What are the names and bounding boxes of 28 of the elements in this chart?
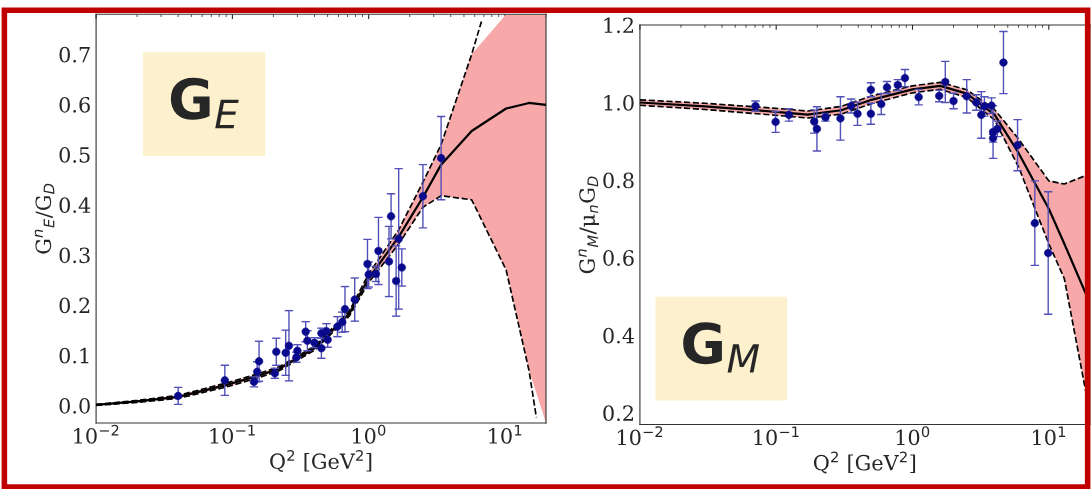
y-tick-label: 1.0 bbox=[604, 94, 634, 111]
x-tick-label: 10$^{1}$ bbox=[1033, 426, 1066, 446]
x-tick-label: 10$^{−2}$ bbox=[617, 426, 663, 446]
y-tick-label: 0.6 bbox=[59, 96, 90, 113]
x-axis-title: Q$^{2}$ [GeV$^{2}$] bbox=[270, 450, 372, 473]
x-tick-label: 10$^{−2}$ bbox=[74, 424, 119, 444]
x-tick-label: 10$^{1}$ bbox=[489, 424, 522, 444]
y-tick-label: 0.1 bbox=[59, 347, 89, 364]
y-axis-title: G$^{n}$$_{E}$/G$_{D}$ bbox=[34, 183, 55, 254]
y-tick-label: 0.2 bbox=[603, 405, 634, 422]
y-tick-label: 0.3 bbox=[59, 247, 90, 264]
y-tick-label: 0.6 bbox=[603, 250, 634, 266]
y-tick-label: 0.7 bbox=[59, 46, 90, 63]
annotation: G$_{M}$ bbox=[683, 322, 760, 373]
x-tick-label: 10$^{0}$ bbox=[896, 426, 930, 446]
y-tick-label: 1.2 bbox=[604, 17, 634, 34]
x-axis-title: Q$^{2}$ [GeV$^{2}$] bbox=[813, 451, 916, 474]
y-tick-label: 0.8 bbox=[603, 172, 634, 189]
x-tick-label: 10$^{−1}$ bbox=[754, 426, 799, 446]
y-axis-title: G$^{n}$$_{M}$/μ$_{n}$G$_{D}$ bbox=[578, 176, 599, 274]
y-tick-label: 0.0 bbox=[59, 397, 90, 414]
x-tick-label: 10$^{0}$ bbox=[352, 424, 386, 444]
y-tick-label: 0.4 bbox=[603, 327, 634, 344]
annotation: G$_{E}$ bbox=[170, 77, 239, 129]
y-tick-label: 0.5 bbox=[59, 147, 90, 163]
y-tick-label: 0.2 bbox=[59, 297, 90, 314]
x-tick-label: 10$^{−1}$ bbox=[210, 424, 255, 444]
y-tick-label: 0.4 bbox=[59, 197, 91, 213]
